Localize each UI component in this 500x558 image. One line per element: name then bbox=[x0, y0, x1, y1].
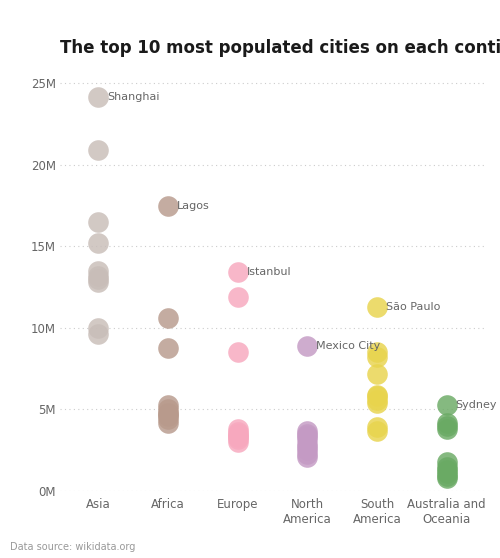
Text: Sydney: Sydney bbox=[456, 400, 497, 410]
Point bbox=[304, 442, 312, 451]
Point bbox=[164, 415, 172, 424]
Point bbox=[373, 369, 381, 378]
Point bbox=[164, 412, 172, 421]
Point bbox=[304, 426, 312, 435]
Point bbox=[164, 418, 172, 427]
Point bbox=[234, 268, 241, 277]
Point bbox=[373, 353, 381, 362]
Text: Data source: wikidata.org: Data source: wikidata.org bbox=[10, 542, 136, 552]
Point bbox=[94, 271, 102, 280]
Point bbox=[442, 400, 450, 409]
Point bbox=[94, 93, 102, 102]
Point bbox=[442, 421, 450, 430]
Point bbox=[373, 392, 381, 401]
Point bbox=[442, 418, 450, 427]
Point bbox=[442, 457, 450, 466]
Point bbox=[94, 146, 102, 155]
Point bbox=[373, 302, 381, 311]
Point bbox=[94, 324, 102, 333]
Point bbox=[234, 292, 241, 301]
Point bbox=[164, 314, 172, 323]
Point bbox=[304, 431, 312, 440]
Point bbox=[373, 423, 381, 432]
Text: Istanbul: Istanbul bbox=[246, 267, 292, 277]
Text: Shanghai: Shanghai bbox=[108, 92, 160, 102]
Point bbox=[164, 201, 172, 210]
Text: Lagos: Lagos bbox=[177, 201, 210, 210]
Point bbox=[442, 472, 450, 481]
Point bbox=[304, 430, 312, 439]
Point bbox=[234, 428, 241, 437]
Point bbox=[304, 449, 312, 458]
Point bbox=[442, 465, 450, 474]
Point bbox=[304, 439, 312, 448]
Point bbox=[234, 430, 241, 439]
Point bbox=[94, 330, 102, 339]
Point bbox=[234, 425, 241, 434]
Point bbox=[94, 278, 102, 287]
Point bbox=[373, 395, 381, 404]
Point bbox=[442, 462, 450, 471]
Point bbox=[373, 391, 381, 400]
Point bbox=[373, 398, 381, 407]
Text: Mexico City: Mexico City bbox=[316, 341, 380, 351]
Point bbox=[234, 348, 241, 357]
Point bbox=[164, 343, 172, 352]
Point bbox=[94, 239, 102, 248]
Point bbox=[442, 425, 450, 434]
Point bbox=[164, 408, 172, 417]
Point bbox=[234, 431, 241, 440]
Point bbox=[164, 410, 172, 419]
Point bbox=[94, 275, 102, 283]
Point bbox=[442, 474, 450, 483]
Point bbox=[94, 218, 102, 227]
Point bbox=[234, 433, 241, 442]
Point bbox=[164, 400, 172, 409]
Text: São Paulo: São Paulo bbox=[386, 302, 440, 312]
Point bbox=[304, 434, 312, 443]
Point bbox=[94, 266, 102, 275]
Point bbox=[442, 469, 450, 478]
Point bbox=[304, 446, 312, 455]
Point bbox=[164, 405, 172, 414]
Point bbox=[234, 437, 241, 446]
Point bbox=[304, 341, 312, 350]
Text: The top 10 most populated cities on each continent: The top 10 most populated cities on each… bbox=[60, 39, 500, 57]
Point bbox=[304, 453, 312, 461]
Point bbox=[373, 426, 381, 435]
Point bbox=[373, 348, 381, 357]
Point bbox=[234, 434, 241, 443]
